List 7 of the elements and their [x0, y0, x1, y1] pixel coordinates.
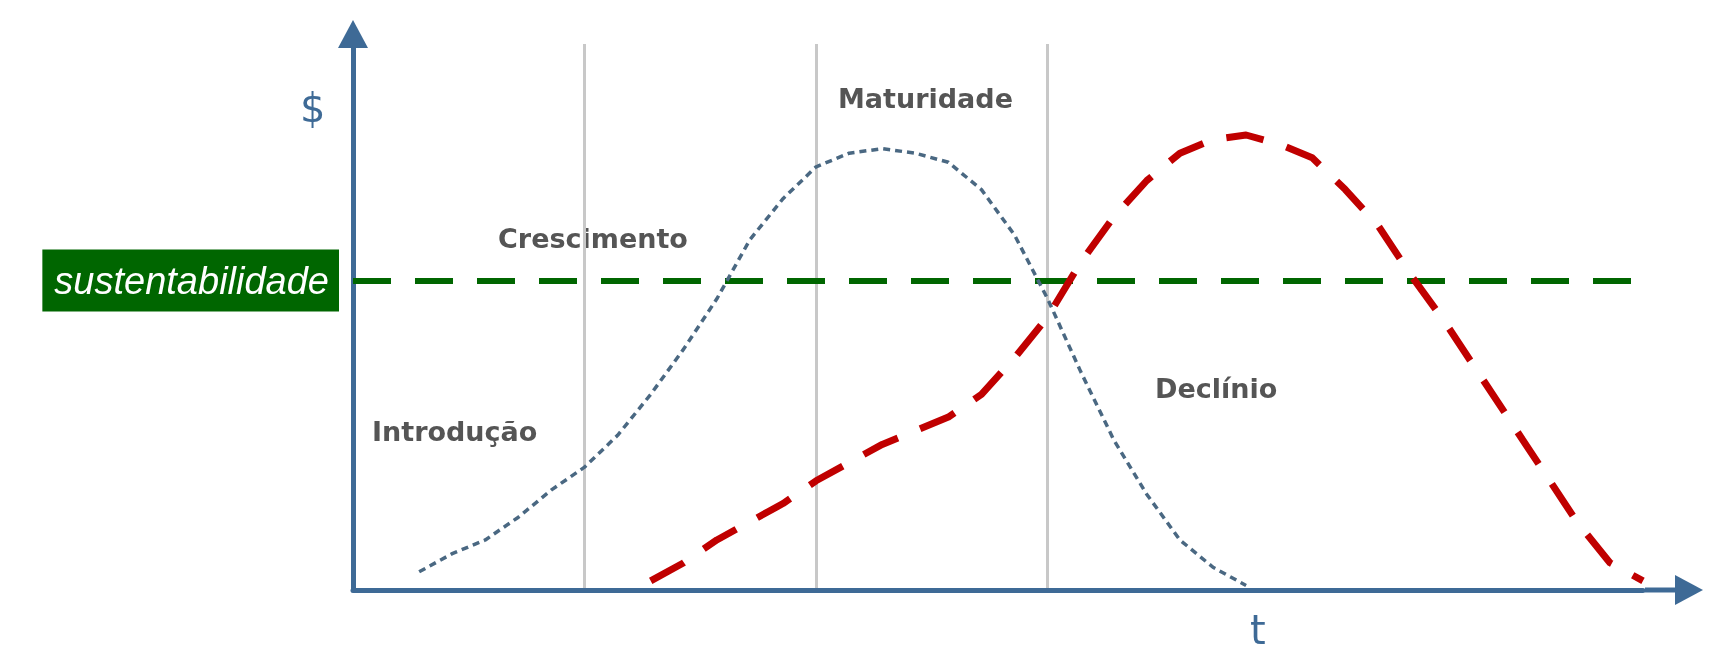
x-axis-title: t — [1250, 607, 1266, 653]
annotation: Declínio — [1155, 373, 1278, 404]
y-axis-title: $ — [300, 85, 326, 131]
annotation: Crescimento — [498, 223, 688, 254]
ref-line-label: sustentabilidade — [54, 259, 329, 302]
text: Maturidade — [838, 83, 1013, 114]
annotation: Introdução — [372, 416, 538, 447]
